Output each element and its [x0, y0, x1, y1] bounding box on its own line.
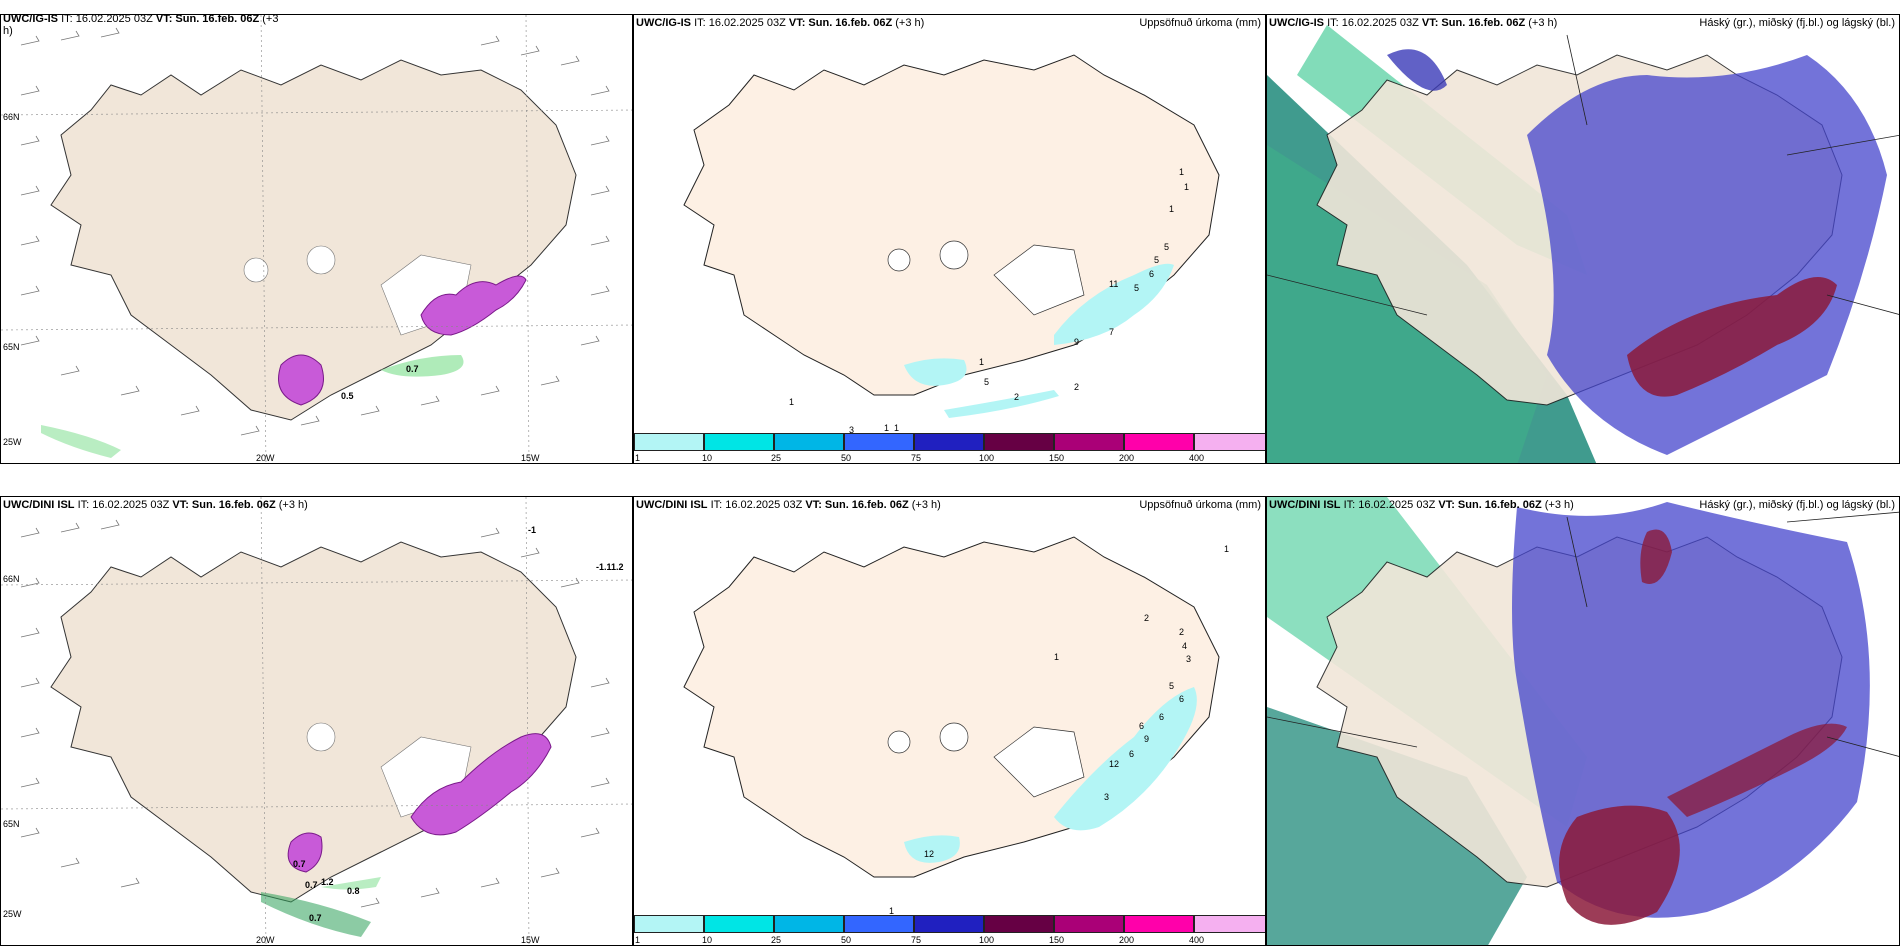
precip-legend: 1 10 25 50 75 100 150 200 400 [634, 433, 1265, 463]
svg-text:1: 1 [1169, 204, 1174, 214]
svg-text:65N: 65N [3, 819, 20, 829]
svg-text:6: 6 [1149, 269, 1154, 279]
precip-legend: 1 10 25 50 75 100 150 200 400 [634, 915, 1265, 945]
svg-text:0.7: 0.7 [293, 859, 306, 869]
svg-text:1.2: 1.2 [321, 877, 334, 887]
wind-map-top: 66N 65N 25W 20W 15W 0.7 0.5 [1, 15, 632, 463]
panel-header: UWC/IG-IS IT: 16.02.2025 03Z VT: Sun. 16… [3, 14, 279, 37]
svg-text:2: 2 [1179, 627, 1184, 637]
wind-map-bottom: 66N 65N 25W 20W 15W 0.7 0.7 0.8 1.2 0.7 … [1, 497, 632, 945]
cloud-map-bottom [1267, 497, 1899, 945]
svg-text:1: 1 [884, 423, 889, 433]
svg-text:6: 6 [1139, 721, 1144, 731]
svg-text:0.7: 0.7 [406, 364, 419, 374]
svg-text:66N: 66N [3, 574, 20, 584]
svg-text:25W: 25W [3, 909, 22, 919]
svg-text:1: 1 [1054, 652, 1059, 662]
wind-panel-top: 66N 65N 25W 20W 15W 0.7 0.5 UWC/IG-IS IT… [0, 14, 633, 464]
svg-text:6: 6 [1159, 712, 1164, 722]
svg-text:2: 2 [1074, 382, 1079, 392]
panel-variable-title: Háský (gr.), miðský (fj.bl.) og lágský (… [1699, 499, 1895, 511]
svg-text:1: 1 [1224, 544, 1229, 554]
svg-text:5: 5 [1164, 242, 1169, 252]
svg-text:2: 2 [1144, 613, 1149, 623]
svg-text:0.7: 0.7 [305, 880, 318, 890]
precip-map-bottom [683, 536, 1220, 878]
wind-panel-bottom: 66N 65N 25W 20W 15W 0.7 0.7 0.8 1.2 0.7 … [0, 496, 633, 946]
svg-text:4: 4 [1182, 641, 1187, 651]
svg-text:5: 5 [984, 377, 989, 387]
panel-header: UWC/DINI ISL IT: 16.02.2025 03Z VT: Sun.… [636, 499, 941, 511]
svg-text:3: 3 [1186, 654, 1191, 664]
svg-text:65N: 65N [3, 342, 20, 352]
wind-barbs [20, 27, 610, 436]
precip-labels-top: 1 1 1 5 5 6 11 5 7 9 1 5 2 2 1 3 1 1 [789, 167, 1189, 435]
svg-text:1: 1 [889, 906, 894, 916]
svg-text:25W: 25W [3, 437, 22, 447]
svg-text:9: 9 [1074, 337, 1079, 347]
svg-text:9: 9 [1144, 734, 1149, 744]
panel-header: UWC/DINI ISL IT: 16.02.2025 03Z VT: Sun.… [3, 499, 308, 511]
panel-variable-title: Uppsöfnuð úrkoma (mm) [1139, 17, 1261, 29]
panel-variable-title: Háský (gr.), miðský (fj.bl.) og lágský (… [1699, 17, 1895, 29]
precip-purple [278, 354, 324, 406]
svg-text:11: 11 [1109, 279, 1118, 289]
svg-text:1: 1 [979, 357, 984, 367]
svg-text:0.5: 0.5 [341, 391, 354, 401]
cloud-panel-top: UWC/IG-IS IT: 16.02.2025 03Z VT: Sun. 16… [1266, 14, 1900, 464]
svg-text:6: 6 [1179, 694, 1184, 704]
svg-text:3: 3 [1104, 792, 1109, 802]
panel-header: UWC/IG-IS IT: 16.02.2025 03Z VT: Sun. 16… [636, 17, 925, 29]
svg-text:1: 1 [789, 397, 794, 407]
svg-text:0.8: 0.8 [347, 886, 360, 896]
svg-text:12: 12 [1109, 759, 1119, 769]
svg-text:5: 5 [1154, 255, 1159, 265]
svg-text:3: 3 [849, 425, 854, 435]
svg-text:1: 1 [894, 423, 899, 433]
svg-text:20W: 20W [256, 935, 275, 945]
svg-text:15W: 15W [521, 935, 540, 945]
svg-text:20W: 20W [256, 453, 275, 463]
svg-text:1: 1 [1184, 182, 1189, 192]
svg-text:-1.11.2: -1.11.2 [596, 562, 624, 572]
svg-text:15W: 15W [521, 453, 540, 463]
svg-text:0.7: 0.7 [309, 913, 322, 923]
svg-text:6: 6 [1129, 749, 1134, 759]
panel-header: UWC/IG-IS IT: 16.02.2025 03Z VT: Sun. 16… [1269, 17, 1558, 29]
precip-panel-top: 1 1 1 5 5 6 11 5 7 9 1 5 2 2 1 3 1 1 UWC… [633, 14, 1266, 464]
lat-label: 66N [3, 112, 20, 122]
svg-text:-1: -1 [528, 525, 536, 535]
cloud-panel-bottom: UWC/DINI ISL IT: 16.02.2025 03Z VT: Sun.… [1266, 496, 1900, 946]
svg-text:5: 5 [1134, 283, 1139, 293]
precip-map-top [683, 54, 1220, 418]
precip-labels-bottom: 1 2 2 4 3 5 6 6 9 6 6 12 3 1 1 12 [889, 544, 1229, 916]
panel-variable-title: Uppsöfnuð úrkoma (mm) [1139, 499, 1261, 511]
svg-text:1: 1 [1179, 167, 1184, 177]
panel-header: UWC/DINI ISL IT: 16.02.2025 03Z VT: Sun.… [1269, 499, 1574, 511]
precip-panel-bottom: 1 2 2 4 3 5 6 6 9 6 6 12 3 1 1 12 UWC/DI… [633, 496, 1266, 946]
svg-text:2: 2 [1014, 392, 1019, 402]
svg-text:5: 5 [1169, 681, 1174, 691]
cloud-map-top [1267, 15, 1899, 463]
svg-text:7: 7 [1109, 327, 1114, 337]
svg-text:12: 12 [924, 849, 934, 859]
